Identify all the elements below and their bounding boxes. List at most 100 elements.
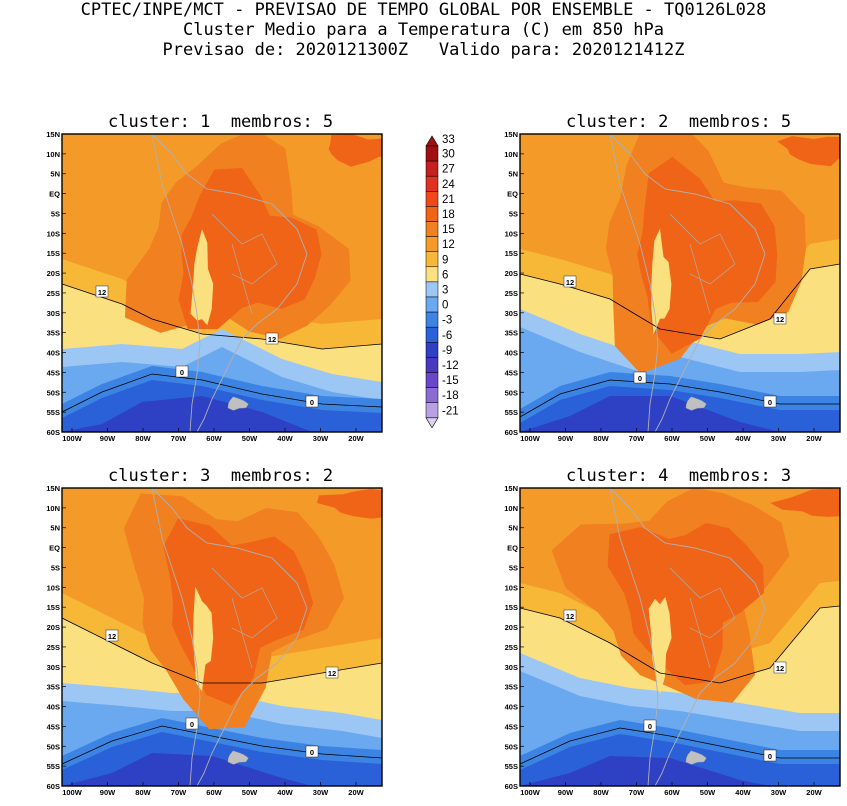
colorbar-label: -21 (442, 405, 459, 417)
colorbar-label: -12 (442, 360, 459, 372)
lat-tick-label: 10S (47, 583, 60, 592)
contour-label-12-box (95, 285, 109, 298)
lat-tick-label: 10N (46, 504, 60, 513)
contour-label-0-box (763, 395, 777, 408)
falkland-islands (227, 750, 249, 765)
lat-tick-label: 35S (505, 329, 518, 338)
colorbar-label: 15 (442, 224, 455, 236)
map-panel-cluster-1: 12 12 0 0 15N 10N 5N EQ 5S 10S 15S 20S 25S 30S 35S 40S 4… (30, 130, 383, 443)
lon-tick-label: 60W (206, 434, 222, 443)
colorbar-swatch (425, 357, 439, 373)
contour-label-0-box (763, 749, 777, 762)
colorbar-label: 3 (442, 284, 448, 296)
lon-tick-label: 70W (629, 434, 645, 443)
colorbar-swatch (425, 175, 439, 192)
contour-label-12: 12 (108, 632, 116, 641)
lat-tick-label: 20S (505, 269, 518, 278)
lat-tick-label: 10N (504, 150, 518, 159)
map-frame (519, 133, 841, 433)
temp-patch-northeast (328, 134, 382, 167)
lon-tick-label: 100W (520, 788, 541, 797)
temp-patch-northeast (777, 136, 840, 167)
lat-tick-label: 10N (504, 504, 518, 513)
colorbar-swatch (425, 402, 439, 419)
contour-label-0-box (305, 745, 319, 758)
lon-tick-label: 50W (700, 434, 716, 443)
contour-label-12: 12 (776, 664, 784, 673)
contour-label-12-box (563, 275, 577, 288)
lon-tick-label: 90W (558, 434, 574, 443)
contour-label-0-box (305, 395, 319, 408)
colorbar-swatch (425, 281, 439, 298)
lon-tick-label: 90W (558, 788, 574, 797)
lon-tick-label: 20W (348, 788, 364, 797)
lat-tick-label: 30S (47, 663, 60, 672)
contour-label-0-box (643, 719, 657, 732)
lat-tick-label: 25S (505, 643, 518, 652)
lat-tick-label: 45S (505, 368, 518, 377)
contour-label-12: 12 (566, 612, 574, 621)
colorbar-label: -18 (442, 390, 459, 402)
lat-tick-label: 10S (505, 229, 518, 238)
lat-tick-label: 45S (505, 722, 518, 731)
continent-outline (151, 488, 308, 786)
lat-tick-label: 40S (47, 349, 60, 358)
contour-label-12-box (105, 629, 119, 642)
map-frame (519, 487, 841, 787)
lat-tick-label: EQ (49, 544, 60, 553)
lat-tick-label: 5N (50, 524, 60, 533)
colorbar-label: 24 (442, 179, 455, 191)
lat-tick-label: 60S (505, 428, 518, 437)
lat-tick-label: 10N (46, 150, 60, 159)
lat-tick-label: 55S (47, 762, 60, 771)
colorbar-swatch (425, 266, 439, 283)
colorbar-arrow-bottom (425, 417, 439, 429)
lat-tick-label: 40S (47, 703, 60, 712)
contour-label-12-box (265, 332, 279, 345)
falkland-islands (685, 750, 707, 765)
lon-tick-label: 30W (771, 434, 787, 443)
lon-tick-label: 30W (313, 434, 329, 443)
colorbar-swatch (425, 221, 439, 237)
lat-tick-label: 30S (505, 663, 518, 672)
lon-tick-label: 40W (735, 788, 751, 797)
colorbar-label: 0 (442, 300, 448, 312)
colorbar-label: -6 (442, 330, 452, 342)
lat-tick-label: 40S (505, 703, 518, 712)
lat-tick-label: 30S (505, 309, 518, 318)
lon-tick-label: 100W (62, 434, 83, 443)
contour-label-12-box (773, 312, 787, 325)
colorbar-swatch (425, 311, 439, 328)
temp-patch-andes (651, 228, 672, 335)
lat-tick-label: EQ (507, 544, 518, 553)
lat-tick-label: 35S (47, 329, 60, 338)
panel-title-4: cluster: 4 membros: 3 (566, 466, 792, 486)
temp-patch-northeast (770, 488, 840, 517)
lat-tick-label: 5S (509, 209, 518, 218)
lat-tick-label: 5N (50, 170, 60, 179)
contour-label-0: 0 (768, 752, 772, 761)
contour-12 (62, 617, 382, 684)
colorbar-swatch (425, 206, 439, 222)
lon-tick-label: 20W (806, 434, 822, 443)
temp-band-minus6 (520, 396, 840, 432)
lat-tick-label: 25S (47, 643, 60, 652)
contour-label-12: 12 (328, 669, 336, 678)
lon-tick-label: 80W (135, 788, 151, 797)
lon-tick-label: 30W (313, 788, 329, 797)
colorbar-label: 27 (442, 164, 455, 176)
country-borders (211, 213, 278, 315)
colorbar-label: 12 (442, 239, 455, 251)
contour-label-12: 12 (268, 335, 276, 344)
lat-tick-label: 45S (47, 722, 60, 731)
lon-tick-label: 70W (171, 788, 187, 797)
colorbar-swatch (425, 236, 439, 252)
lon-tick-label: 70W (171, 434, 187, 443)
lat-tick-label: 55S (47, 408, 60, 417)
lon-tick-label: 50W (242, 434, 258, 443)
lat-tick-label: 20S (47, 623, 60, 632)
temp-patch-andes (193, 586, 214, 692)
contour-label-12: 12 (98, 288, 106, 297)
lat-tick-label: 10S (47, 229, 60, 238)
colorbar-swatch (425, 387, 439, 403)
